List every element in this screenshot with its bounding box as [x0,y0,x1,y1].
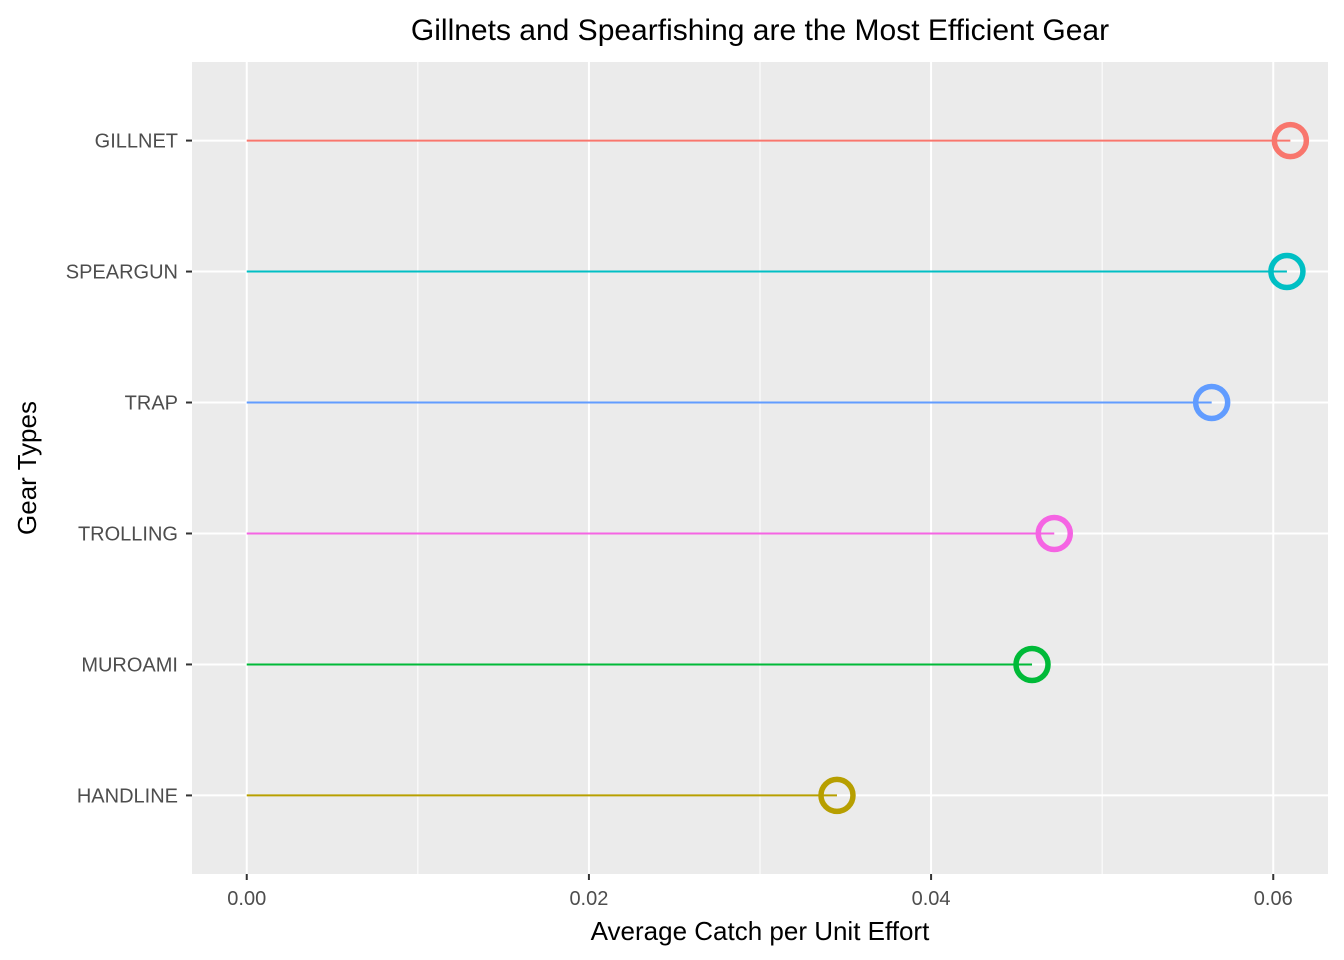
chart-title: Gillnets and Spearfishing are the Most E… [411,14,1109,47]
y-tick-label-handline: HANDLINE [77,785,178,807]
point-handline [818,776,856,815]
x-axis-title: Average Catch per Unit Effort [591,916,930,946]
x-tick-label: 0.00 [227,888,266,910]
y-axis-title: Gear Types [12,401,42,535]
x-tick-label: 0.06 [1254,888,1293,910]
x-axis: 0.00 0.02 0.04 0.06 [227,874,1293,910]
lollipop-points [818,121,1310,815]
point-trolling [1035,514,1074,553]
lollipop-stems [246,139,1291,797]
minor-gridlines [417,62,1103,874]
x-tick-label: 0.04 [912,888,951,910]
y-tick-label-trap: TRAP [125,393,178,415]
y-tick-label-speargun: SPEARGUN [66,262,178,284]
point-muroami [1013,645,1051,684]
y-tick-label-gillnet: GILLNET [95,131,178,153]
y-axis: GILLNET SPEARGUN TRAP TROLLING MUROAMI HANDLI… [66,131,192,807]
point-speargun [1268,252,1306,291]
y-tick-label-trolling: TROLLING [78,523,178,545]
point-gillnet [1271,121,1310,160]
point-trap [1192,383,1231,422]
y-tick-label-muroami: MUROAMI [81,654,178,676]
x-tick-label: 0.02 [569,888,608,910]
